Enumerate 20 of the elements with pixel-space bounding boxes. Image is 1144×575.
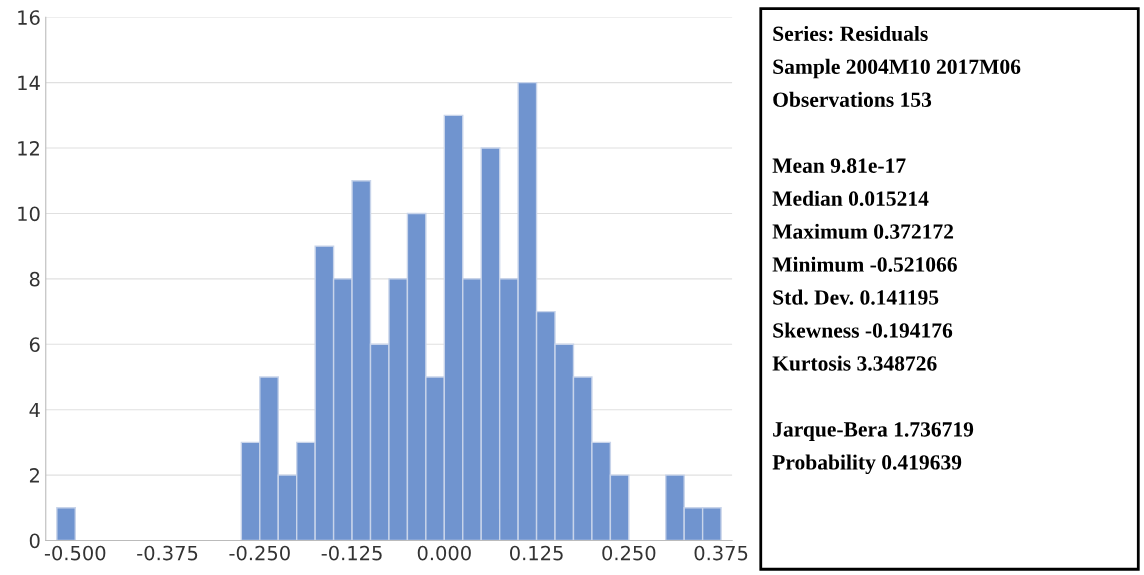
y-tick-label: 6 (29, 337, 40, 352)
text: Series: Residuals Sample 2004M10 2017M06 Observations 153 (773, 25, 1021, 107)
y-tick-label: 14 (18, 75, 40, 91)
y-tick-label: 12 (18, 141, 39, 156)
x-tick-label: 0.250 (602, 545, 656, 561)
y-tick-label: 10 (18, 206, 40, 222)
x-tick-label: 0.125 (510, 545, 563, 561)
y-tick-label: 16 (18, 10, 40, 25)
x-tick-label: -0.500 (44, 545, 106, 561)
x-tick-label: -0.125 (321, 545, 382, 561)
x-tick-label: -0.250 (229, 545, 290, 561)
x-tick-label: 0.000 (417, 545, 471, 561)
x-tick-label: 0.375 (694, 545, 748, 561)
y-tick-label: 8 (29, 271, 40, 287)
y-tick-label: 0 (29, 533, 40, 549)
x-tick-label: -0.375 (137, 545, 198, 561)
text: Jarque-Bera 1.736719 Probability 0.419639 (772, 422, 974, 475)
text: Mean 9.81e-17 Median 0.015214 Maximum 0.372172 Minimum -0.521066 Std. Dev. 0.141195 Skewness -0.194176 Kurtosis 3.348726 (772, 158, 957, 371)
y-tick-label: 2 (29, 468, 39, 483)
y-tick-label: 4 (29, 402, 40, 418)
